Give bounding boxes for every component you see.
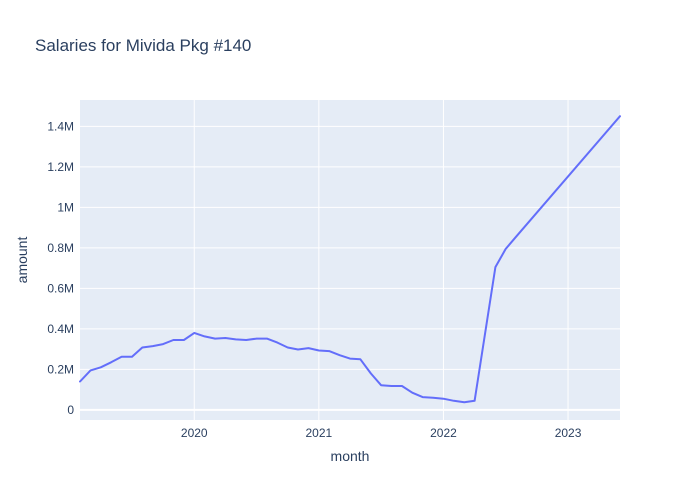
y-tick-label: 1.2M [47,160,74,174]
y-tick-label: 1.4M [47,119,74,133]
y-tick-label: 0 [67,403,74,417]
y-tick-label: 0.2M [47,362,74,376]
chart-title: Salaries for Mivida Pkg #140 [35,36,251,55]
plot-area [80,100,620,420]
series-layer [79,115,621,404]
tick-labels: 0 0.2M 0.4M 0.6M 0.8M 1M 1.2M 1.4M 2020 2021 2022 2… [47,119,581,440]
y-tick-label: 0.4M [47,322,74,336]
y-tick-label: 1M [57,200,74,214]
y-tick-label: 0.8M [47,241,74,255]
series-line-amount [79,115,621,404]
y-axis-label: amount [14,237,30,284]
y-tick-label: 0.6M [47,281,74,295]
gridlines [80,100,620,420]
x-tick-label: 2023 [555,426,582,440]
x-tick-label: 2020 [181,426,208,440]
x-tick-label: 2021 [305,426,332,440]
x-tick-label: 2022 [430,426,457,440]
x-axis-label: month [331,448,370,464]
